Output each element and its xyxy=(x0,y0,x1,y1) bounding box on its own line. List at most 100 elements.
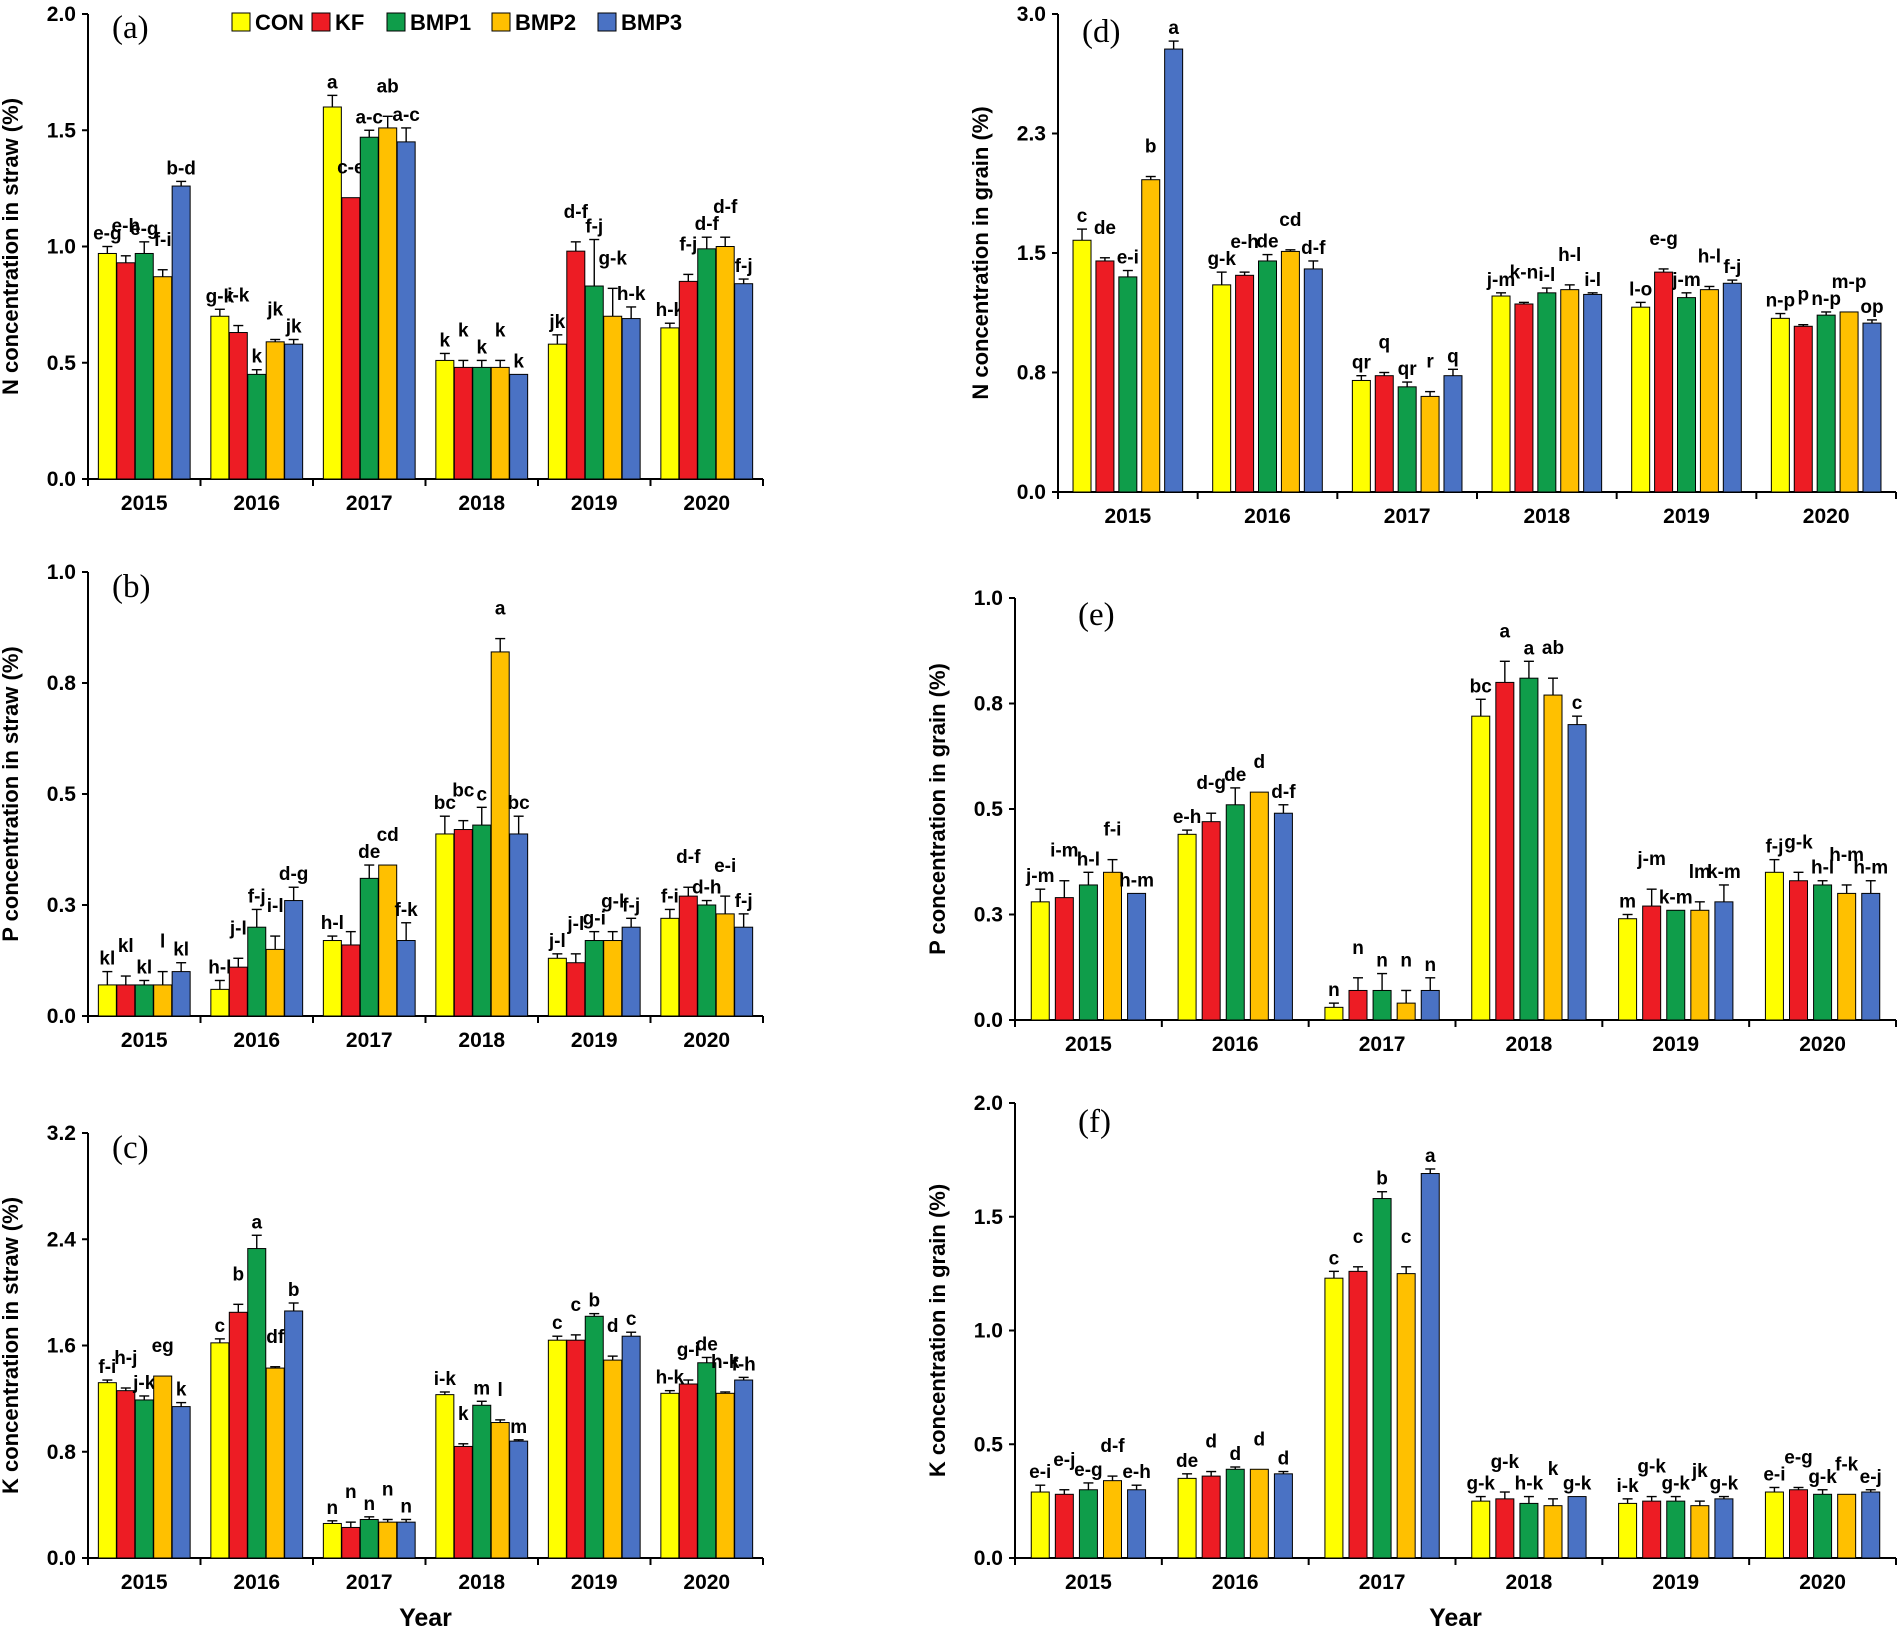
y-tick-label: 0.8 xyxy=(47,672,77,695)
bar-con-2016 xyxy=(1212,284,1232,493)
significance-label: j-m xyxy=(1486,270,1516,291)
bar-con-2018 xyxy=(435,833,455,1017)
bar-bmp2-2017 xyxy=(378,1521,398,1559)
bar-kf-2018 xyxy=(453,366,473,480)
bar-bmp1-2018 xyxy=(1519,677,1539,1021)
bar-bmp2-2016 xyxy=(265,341,285,480)
y-axis-title: N concentration in straw (%) xyxy=(0,98,23,395)
bar-bmp2-2018 xyxy=(490,366,510,480)
bar-bmp3-2016 xyxy=(284,900,304,1017)
legend-label: BMP2 xyxy=(515,10,576,35)
x-tick-label: 2020 xyxy=(683,1571,730,1594)
significance-label: ab xyxy=(1542,638,1564,659)
x-tick-label: 2019 xyxy=(1652,1571,1699,1594)
significance-label: de xyxy=(1224,765,1246,786)
bar-bmp2-2019 xyxy=(1690,1505,1710,1559)
significance-label: h-l xyxy=(1077,849,1100,870)
significance-label: p xyxy=(1797,285,1809,306)
significance-label: b xyxy=(1376,1169,1388,1190)
significance-label: h-j xyxy=(114,1348,137,1369)
y-tick-label: 3.0 xyxy=(1017,3,1046,26)
significance-label: e-i xyxy=(1029,1462,1051,1483)
significance-label: e-g xyxy=(1649,229,1678,250)
bar-bmp3-2015 xyxy=(171,971,191,1017)
bar-bmp1-2016 xyxy=(247,926,267,1017)
significance-label: h-l xyxy=(1811,858,1834,879)
bar-con-2016 xyxy=(210,315,230,480)
significance-label: k xyxy=(495,320,506,341)
significance-label: m xyxy=(510,1417,527,1438)
bar-bmp3-2019 xyxy=(621,318,641,480)
bar-bmp1-2019 xyxy=(1677,297,1696,493)
bar-bmp1-2020 xyxy=(697,248,717,480)
significance-label: a xyxy=(327,72,338,93)
bar-bmp2-2019 xyxy=(603,315,623,480)
bar-bmp1-2017 xyxy=(359,136,379,480)
significance-label: kl xyxy=(118,936,134,957)
significance-label: f-j xyxy=(735,891,753,912)
bar-kf-2017 xyxy=(341,1526,361,1559)
bar-bmp1-2015 xyxy=(134,252,154,480)
bar-bmp2-2016 xyxy=(265,1367,285,1559)
x-tick-label: 2018 xyxy=(458,492,505,515)
significance-label: b-d xyxy=(166,158,196,179)
bar-bmp3-2017 xyxy=(1443,375,1463,493)
bar-con-2015 xyxy=(1072,239,1092,493)
bar-bmp3-2017 xyxy=(1420,1173,1440,1559)
significance-label: h-k xyxy=(1515,1474,1544,1495)
x-axis-title: Year xyxy=(1429,1604,1482,1632)
bar-bmp1-2015 xyxy=(134,1399,154,1559)
significance-label: h-k xyxy=(711,1352,740,1373)
significance-label: g-k xyxy=(1637,1457,1666,1478)
significance-label: a-c xyxy=(392,105,420,126)
bar-kf-2016 xyxy=(1201,1475,1221,1559)
significance-label: kl xyxy=(99,949,115,970)
x-tick-label: 2019 xyxy=(571,1571,618,1594)
significance-label: h-l xyxy=(1558,245,1581,266)
bar-kf-2018 xyxy=(1495,1498,1515,1559)
bar-bmp3-2017 xyxy=(1420,989,1440,1021)
significance-label: n xyxy=(1376,951,1388,972)
bar-kf-2016 xyxy=(1201,821,1221,1021)
x-tick-label: 2015 xyxy=(121,492,168,515)
y-axis-title: N concentration in grain (%) xyxy=(968,106,993,399)
bar-bmp3-2017 xyxy=(396,1521,416,1559)
significance-label: m xyxy=(473,1378,490,1399)
y-tick-label: 1.5 xyxy=(47,119,77,142)
bar-kf-2015 xyxy=(1054,897,1074,1021)
y-tick-label: 0.0 xyxy=(974,1009,1003,1032)
y-tick-label: 0.0 xyxy=(47,1005,76,1028)
x-tick-label: 2018 xyxy=(1523,505,1570,528)
x-tick-label: 2017 xyxy=(1359,1033,1406,1056)
bar-bmp2-2017 xyxy=(1420,395,1440,493)
significance-label: ab xyxy=(377,76,399,97)
bar-con-2017 xyxy=(322,1522,342,1559)
significance-label: l xyxy=(160,932,165,953)
significance-label: qr xyxy=(1352,353,1372,374)
bar-con-2019 xyxy=(1618,1502,1638,1559)
significance-label: e-h xyxy=(1122,1462,1151,1483)
significance-label: h-l xyxy=(208,957,231,978)
significance-label: m xyxy=(1619,892,1636,913)
legend-item-bmp2: BMP2 xyxy=(491,10,576,35)
significance-label: b xyxy=(232,1264,244,1285)
bar-con-2016 xyxy=(1177,1477,1197,1559)
panel-label: (e) xyxy=(1078,597,1115,633)
significance-label: kl xyxy=(173,940,189,961)
legend-label: CON xyxy=(255,10,304,35)
significance-label: g-k xyxy=(1467,1474,1496,1495)
bar-bmp2-2018 xyxy=(1543,1505,1563,1559)
bar-bmp3-2015 xyxy=(1164,48,1184,493)
bar-bmp2-2019 xyxy=(1690,909,1710,1021)
bar-kf-2018 xyxy=(1514,303,1534,493)
significance-label: c xyxy=(476,784,487,805)
significance-label: cd xyxy=(1279,210,1301,231)
significance-label: d-h xyxy=(692,878,722,899)
y-tick-label: 0.8 xyxy=(47,1441,77,1464)
y-tick-label: 0.0 xyxy=(974,1547,1003,1570)
significance-label: k xyxy=(458,1404,469,1425)
significance-label: c xyxy=(1353,1227,1364,1248)
y-tick-label: 2.0 xyxy=(974,1092,1003,1115)
significance-label: f-h xyxy=(732,1354,756,1375)
significance-label: g-k xyxy=(598,248,627,269)
